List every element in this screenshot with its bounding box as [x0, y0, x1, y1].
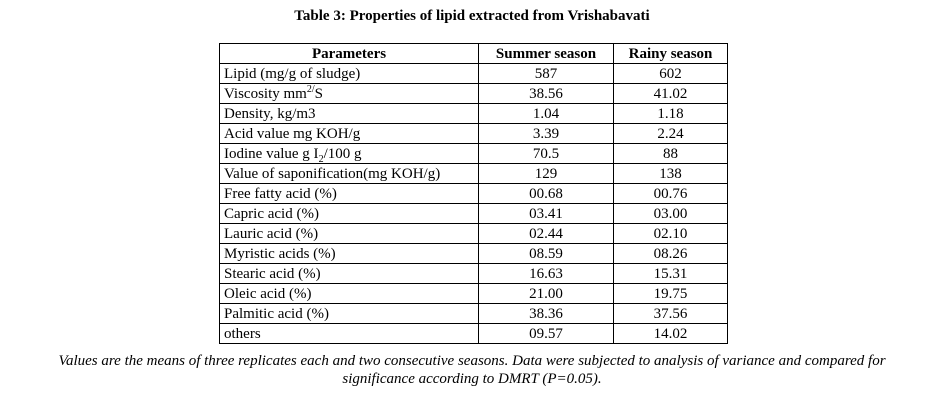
cell-parameter: Viscosity mm2/S — [219, 83, 479, 104]
cell-summer: 08.59 — [478, 243, 614, 264]
table-row: others 09.57 14.02 — [219, 323, 728, 344]
table-row: Lauric acid (%) 02.44 02.10 — [219, 223, 728, 244]
table-row: Viscosity mm2/S 38.56 41.02 — [219, 83, 728, 104]
cell-parameter: Lauric acid (%) — [219, 223, 479, 244]
footnote-line-1: Values are the means of three replicates… — [58, 353, 886, 369]
param-text: Viscosity mm — [224, 85, 307, 102]
table-row: Density, kg/m3 1.04 1.18 — [219, 103, 728, 124]
cell-rainy: 1.18 — [613, 103, 728, 124]
cell-parameter: Myristic acids (%) — [219, 243, 479, 264]
param-text-suffix: S — [314, 85, 323, 102]
param-subscript: 2 — [318, 153, 324, 165]
table-row: Value of saponification(mg KOH/g) 129 13… — [219, 163, 728, 184]
cell-parameter: others — [219, 323, 479, 344]
table-row: Palmitic acid (%) 38.36 37.56 — [219, 303, 728, 324]
properties-table: Parameters Summer season Rainy season Li… — [219, 43, 728, 344]
cell-rainy: 138 — [613, 163, 728, 184]
cell-summer: 1.04 — [478, 103, 614, 124]
cell-rainy: 41.02 — [613, 83, 728, 104]
table-row: Capric acid (%) 03.41 03.00 — [219, 203, 728, 224]
table-row: Acid value mg KOH/g 3.39 2.24 — [219, 123, 728, 144]
cell-rainy: 15.31 — [613, 263, 728, 284]
cell-parameter: Stearic acid (%) — [219, 263, 479, 284]
cell-summer: 09.57 — [478, 323, 614, 344]
cell-summer: 03.41 — [478, 203, 614, 224]
cell-parameter: Capric acid (%) — [219, 203, 479, 224]
cell-summer: 587 — [478, 63, 614, 84]
cell-rainy: 00.76 — [613, 183, 728, 204]
header-parameters: Parameters — [219, 43, 479, 64]
table-row: Oleic acid (%) 21.00 19.75 — [219, 283, 728, 304]
param-text: Iodine value g I — [224, 145, 319, 162]
cell-summer: 21.00 — [478, 283, 614, 304]
cell-parameter: Value of saponification(mg KOH/g) — [219, 163, 479, 184]
cell-parameter: Free fatty acid (%) — [219, 183, 479, 204]
cell-rainy: 88 — [613, 143, 728, 164]
cell-summer: 00.68 — [478, 183, 614, 204]
cell-summer: 38.36 — [478, 303, 614, 324]
cell-rainy: 02.10 — [613, 223, 728, 244]
cell-summer: 02.44 — [478, 223, 614, 244]
table-row: Iodine value g I2/100 g 70.5 88 — [219, 143, 728, 165]
cell-parameter: Acid value mg KOH/g — [219, 123, 479, 144]
table-row: Stearic acid (%) 16.63 15.31 — [219, 263, 728, 284]
header-rainy-season: Rainy season — [613, 43, 728, 64]
cell-parameter: Iodine value g I2/100 g — [219, 143, 479, 165]
cell-parameter: Lipid (mg/g of sludge) — [219, 63, 479, 84]
cell-rainy: 602 — [613, 63, 728, 84]
header-summer-season: Summer season — [478, 43, 614, 64]
param-superscript: 2/ — [306, 83, 315, 95]
cell-rainy: 03.00 — [613, 203, 728, 224]
cell-rainy: 2.24 — [613, 123, 728, 144]
table-title: Table 3: Properties of lipid extracted f… — [294, 8, 650, 24]
table-row: Lipid (mg/g of sludge) 587 602 — [219, 63, 728, 84]
cell-summer: 3.39 — [478, 123, 614, 144]
cell-rainy: 08.26 — [613, 243, 728, 264]
cell-rainy: 14.02 — [613, 323, 728, 344]
cell-summer: 38.56 — [478, 83, 614, 104]
footnote-line-2: significance according to DMRT (P=0.05). — [342, 371, 602, 387]
table-row: Free fatty acid (%) 00.68 00.76 — [219, 183, 728, 204]
cell-summer: 16.63 — [478, 263, 614, 284]
cell-rainy: 37.56 — [613, 303, 728, 324]
cell-parameter: Palmitic acid (%) — [219, 303, 479, 324]
cell-summer: 70.5 — [478, 143, 614, 164]
cell-parameter: Oleic acid (%) — [219, 283, 479, 304]
param-text-suffix: /100 g — [323, 145, 362, 162]
cell-summer: 129 — [478, 163, 614, 184]
table-footnote: Values are the means of three replicates… — [0, 352, 944, 388]
table-header-row: Parameters Summer season Rainy season — [219, 43, 728, 64]
cell-parameter: Density, kg/m3 — [219, 103, 479, 124]
cell-rainy: 19.75 — [613, 283, 728, 304]
table-row: Myristic acids (%) 08.59 08.26 — [219, 243, 728, 264]
